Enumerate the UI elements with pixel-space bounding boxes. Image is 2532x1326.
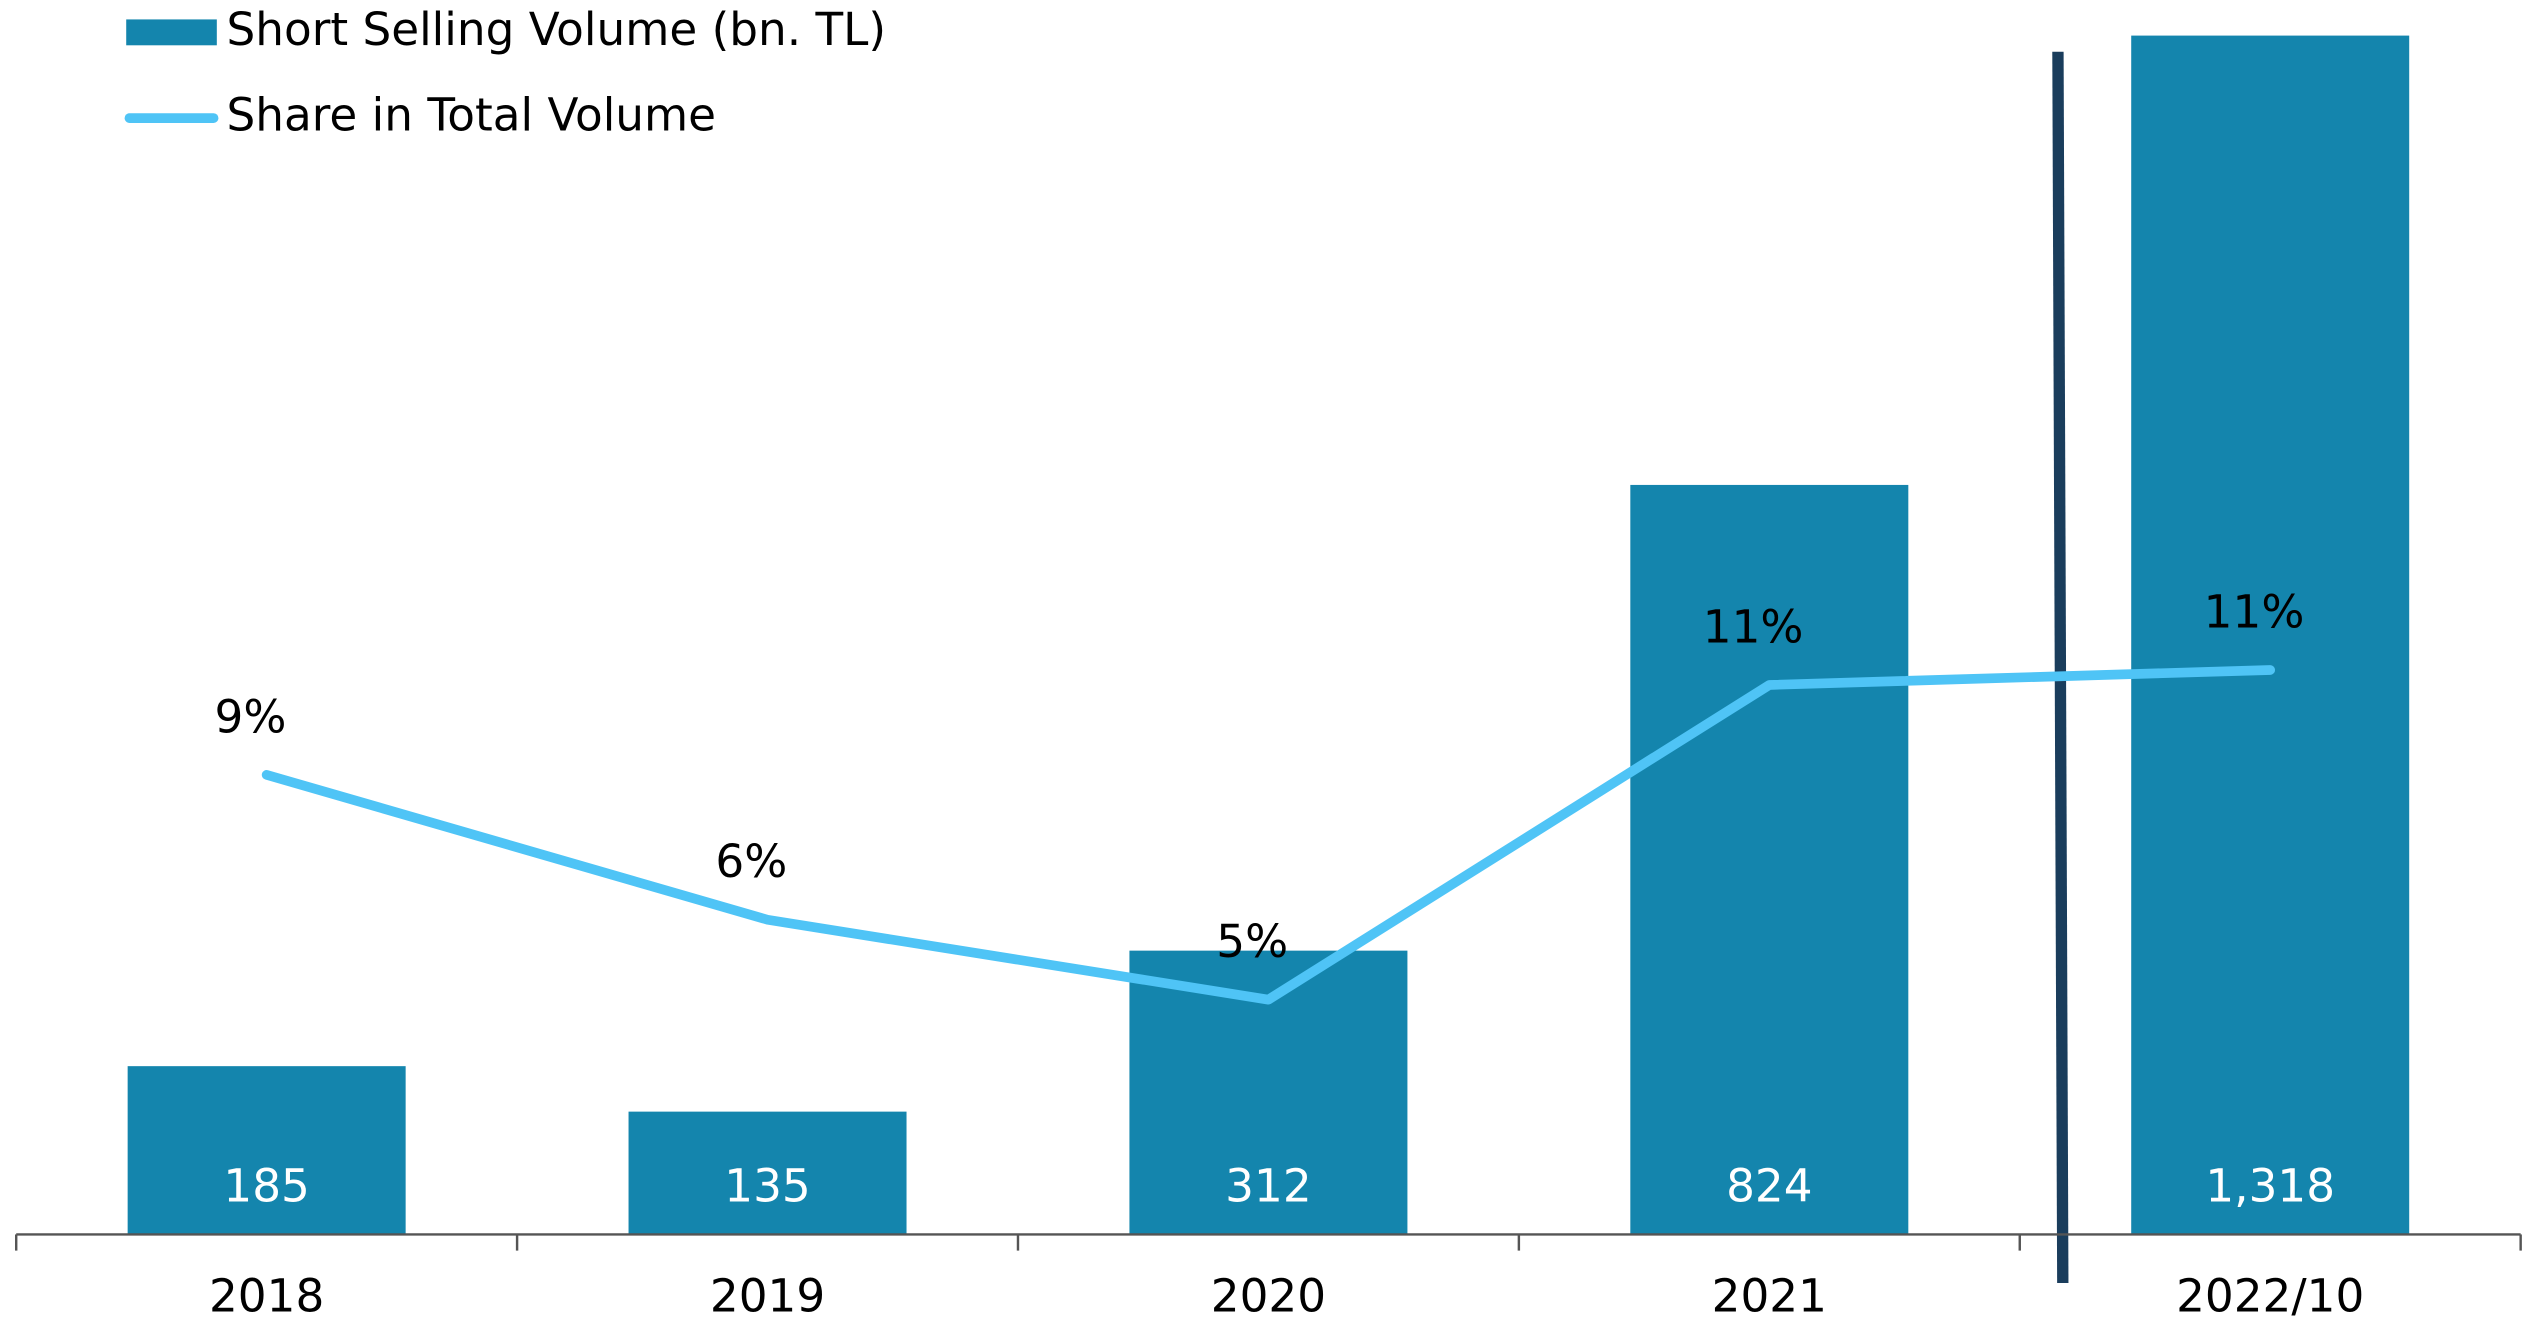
x-tick-label: 2018 [209, 1270, 324, 1323]
bar [2131, 35, 2410, 1235]
bar [628, 1111, 907, 1235]
bar-value-label: 312 [1225, 1160, 1311, 1213]
period-divider [2052, 51, 2069, 1283]
legend-swatch [126, 19, 217, 46]
line-value-label: 11% [1703, 600, 1804, 653]
bar-value-label: 185 [223, 1160, 309, 1213]
legend-label: Short Selling Volume (bn. TL) [227, 3, 887, 56]
x-tick-label: 2019 [710, 1270, 825, 1323]
line-value-label: 11% [2204, 585, 2305, 638]
line-value-label: 5% [1216, 915, 1288, 968]
bar-value-label: 135 [724, 1160, 810, 1213]
x-tick-label: 2022/10 [2176, 1270, 2364, 1323]
x-tick-label: 2021 [1712, 1270, 1827, 1323]
bar [1630, 484, 1909, 1235]
bar-value-label: 824 [1726, 1160, 1812, 1213]
line-value-label: 9% [215, 690, 287, 743]
x-tick-label: 2020 [1211, 1270, 1326, 1323]
bar [127, 1066, 406, 1235]
legend-label: Share in Total Volume [227, 89, 716, 142]
bar-value-label: 1,318 [2205, 1160, 2335, 1213]
line [261, 665, 2276, 1005]
line-value-label: 6% [715, 835, 787, 888]
